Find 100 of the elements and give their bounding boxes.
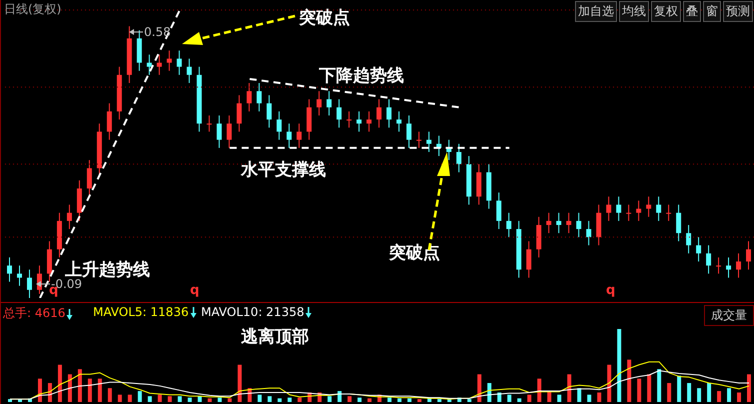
bar	[8, 399, 12, 402]
bar	[717, 391, 722, 402]
bar	[178, 396, 182, 402]
bar	[128, 394, 132, 402]
candlestick	[526, 240, 532, 278]
bar	[88, 378, 92, 402]
candlestick	[616, 196, 622, 222]
bar	[358, 398, 362, 402]
bar	[517, 398, 522, 402]
candlestick	[7, 256, 12, 282]
text: 叠	[683, 1, 701, 22]
bar	[587, 394, 592, 402]
bar	[138, 391, 142, 402]
annotation: 水平支撑线	[241, 159, 326, 181]
candlestick	[406, 114, 412, 148]
bar	[607, 364, 612, 402]
bar	[527, 394, 532, 402]
bar	[238, 364, 242, 402]
bar	[617, 329, 622, 402]
candlestick	[236, 94, 242, 132]
text: MAVOL5: 11836	[93, 305, 189, 319]
candlestick	[506, 212, 512, 238]
candlestick	[156, 54, 162, 76]
bar	[298, 398, 302, 402]
bar	[747, 374, 752, 402]
candlestick	[166, 50, 172, 72]
bar	[397, 398, 402, 402]
candlestick	[346, 110, 352, 128]
bar	[158, 394, 162, 402]
annotation: 突破点	[299, 7, 350, 29]
bar	[477, 374, 482, 402]
bar	[168, 396, 172, 402]
candlestick	[326, 90, 332, 116]
candlestick	[176, 50, 182, 76]
text: MAVOL10: 21358	[201, 305, 304, 319]
bar	[467, 399, 472, 402]
candlestick	[66, 204, 72, 230]
candlestick	[226, 114, 232, 148]
candlestick	[86, 160, 92, 198]
bar	[597, 392, 602, 402]
annotation: 0.58	[144, 25, 171, 39]
bar	[188, 398, 192, 402]
bar	[148, 396, 152, 402]
candlestick	[186, 58, 192, 84]
bar	[348, 396, 352, 402]
bar	[338, 391, 342, 402]
annotation: 下降趋势线	[319, 65, 404, 87]
bar	[208, 398, 212, 402]
candlestick	[546, 212, 552, 234]
bar	[407, 398, 412, 402]
bar	[437, 399, 442, 402]
candlestick	[356, 110, 362, 132]
candlestick	[716, 256, 722, 274]
bar	[577, 388, 582, 402]
candlestick	[646, 196, 652, 218]
bar	[657, 369, 662, 402]
candlestick	[696, 236, 702, 262]
candlestick	[366, 110, 372, 132]
annotation: q	[606, 283, 616, 298]
annotation: 逃离顶部	[241, 326, 309, 348]
candlestick	[146, 54, 152, 76]
candlestick	[246, 82, 252, 112]
text: 总手: 4616	[3, 305, 66, 322]
bar	[507, 394, 512, 402]
text: 加自选	[575, 1, 617, 22]
candlestick	[626, 204, 632, 222]
text: 成交量	[711, 307, 747, 324]
candlestick	[556, 212, 562, 234]
bar	[268, 396, 272, 402]
annotation: 上升趋势线	[65, 259, 150, 280]
candlestick	[736, 252, 742, 278]
bar	[557, 394, 562, 402]
candlestick	[726, 256, 732, 278]
bar	[667, 383, 672, 402]
candlestick	[606, 196, 612, 222]
candlestick	[666, 204, 672, 222]
bar	[118, 394, 122, 402]
candlestick	[276, 110, 282, 140]
bar	[567, 374, 572, 402]
bar	[198, 396, 202, 402]
candlestick	[106, 102, 112, 140]
text: 窗	[703, 1, 721, 22]
bar	[228, 398, 232, 402]
candlestick	[576, 212, 582, 238]
candlestick	[746, 240, 752, 270]
candlestick	[296, 123, 302, 148]
bar	[697, 388, 702, 402]
candlestick	[266, 94, 272, 128]
candlestick	[676, 204, 682, 242]
candlestick	[316, 90, 322, 116]
bar	[537, 378, 542, 402]
bar	[737, 392, 742, 402]
candlestick	[566, 212, 572, 234]
bar	[38, 378, 42, 402]
bar	[687, 383, 692, 402]
bar	[647, 374, 652, 402]
candlestick	[396, 110, 402, 132]
candlestick	[586, 220, 592, 246]
bar	[78, 369, 82, 402]
bar	[417, 399, 422, 402]
